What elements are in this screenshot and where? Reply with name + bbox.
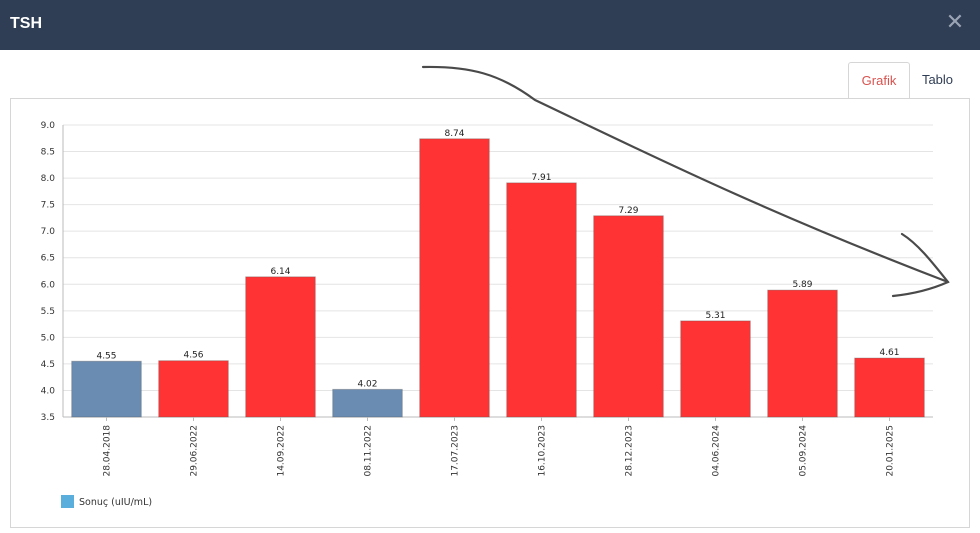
x-tick-label: 20.01.2025 [886, 425, 896, 477]
data-label: 7.91 [531, 173, 551, 183]
y-tick-label: 9.0 [41, 121, 56, 131]
data-label: 4.61 [879, 348, 899, 358]
x-tick-label: 04.06.2024 [712, 425, 722, 477]
legend-swatch [61, 495, 74, 508]
bar[interactable] [506, 182, 577, 418]
data-label: 5.89 [792, 280, 812, 290]
x-tick-label: 14.09.2022 [277, 425, 287, 477]
bar[interactable] [680, 320, 751, 418]
y-tick-label: 4.5 [41, 360, 55, 370]
y-tick-label: 8.5 [41, 148, 55, 158]
data-label: 8.74 [444, 129, 464, 139]
bar[interactable] [245, 276, 316, 418]
tsh-bar-chart: 9.0 8.5 8.0 7.5 7.0 6.5 6.0 5.5 5.0 4.5 4.0 3.5 4.55… [41, 121, 933, 508]
legend-label[interactable]: Sonuç (uIU/mL) [79, 497, 152, 508]
modal-header: TSH ✕ [0, 0, 980, 50]
data-label: 4.55 [96, 351, 116, 361]
x-tick-label: 16.10.2023 [538, 425, 548, 477]
x-tick-label: 08.11.2022 [364, 425, 374, 477]
modal-title: TSH [10, 15, 42, 32]
y-tick-label: 6.0 [41, 280, 56, 290]
y-tick-label: 7.0 [41, 227, 56, 237]
data-label: 5.31 [705, 311, 725, 321]
bar[interactable] [158, 360, 229, 418]
y-tick-label: 6.5 [41, 254, 55, 264]
bar[interactable] [332, 388, 403, 418]
data-label: 4.56 [183, 351, 203, 361]
bar[interactable] [767, 289, 838, 418]
chart-panel: 9.0 8.5 8.0 7.5 7.0 6.5 6.0 5.5 5.0 4.5 4.0 3.5 4.55… [10, 98, 970, 528]
tab-tablo[interactable]: Tablo [921, 72, 954, 87]
y-tick-label: 4.0 [41, 386, 56, 396]
x-tick-label: 29.06.2022 [190, 425, 200, 477]
x-tick-label: 28.12.2023 [625, 425, 635, 477]
y-tick-label: 5.0 [41, 333, 56, 343]
bar[interactable] [593, 215, 664, 418]
y-tick-label: 7.5 [41, 201, 55, 211]
data-label: 6.14 [270, 267, 290, 277]
close-icon[interactable]: ✕ [945, 10, 965, 35]
y-tick-label: 5.5 [41, 307, 55, 317]
x-tick-label: 28.04.2018 [103, 425, 113, 477]
y-tick-label: 3.5 [41, 413, 55, 423]
data-label: 4.02 [357, 379, 377, 389]
x-tick-label: 17.07.2023 [451, 425, 461, 477]
bar[interactable] [71, 360, 142, 418]
y-tick-label: 8.0 [41, 174, 56, 184]
tab-grafik[interactable]: Grafik [848, 62, 910, 100]
bar[interactable] [854, 357, 925, 418]
data-label: 7.29 [618, 206, 638, 216]
bar[interactable] [419, 138, 490, 418]
x-tick-label: 05.09.2024 [799, 425, 809, 477]
